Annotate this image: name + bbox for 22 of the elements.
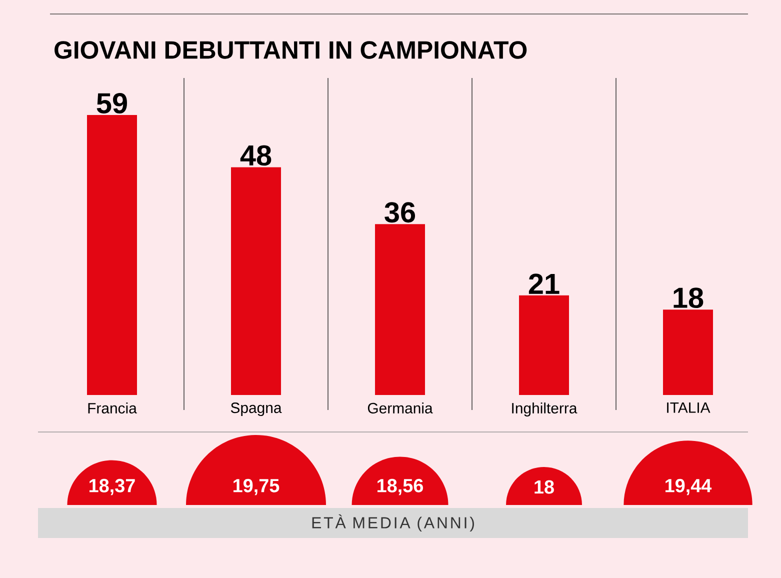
data-label: 59: [96, 93, 127, 114]
x-tick-label: Francia: [88, 402, 137, 414]
data-label: 48: [240, 145, 272, 166]
bar: [375, 224, 426, 395]
x-tick-label: Germania: [368, 402, 433, 414]
data-label: 19,44: [666, 478, 712, 496]
data-label: 36: [384, 202, 416, 223]
data-label: 19,75: [234, 478, 280, 496]
data-label: 18,37: [90, 478, 135, 496]
bar: [87, 115, 137, 395]
x-tick-label: ITALIA: [667, 402, 710, 413]
data-label: 21: [528, 274, 560, 294]
x-tick-label: Inghilterra: [512, 402, 578, 416]
text: ETÀ MEDIA (ANNI): [312, 514, 474, 532]
data-label: 18: [674, 288, 704, 308]
bar: [231, 167, 282, 395]
x-tick-label: Spagna: [230, 402, 282, 416]
chart-title: GIOVANI DEBUTTANTI IN CAMPIONATO: [54, 41, 527, 59]
data-label: 18: [534, 480, 554, 494]
bar: [663, 310, 714, 395]
data-label: 18,56: [378, 478, 423, 496]
bar: [519, 295, 570, 395]
